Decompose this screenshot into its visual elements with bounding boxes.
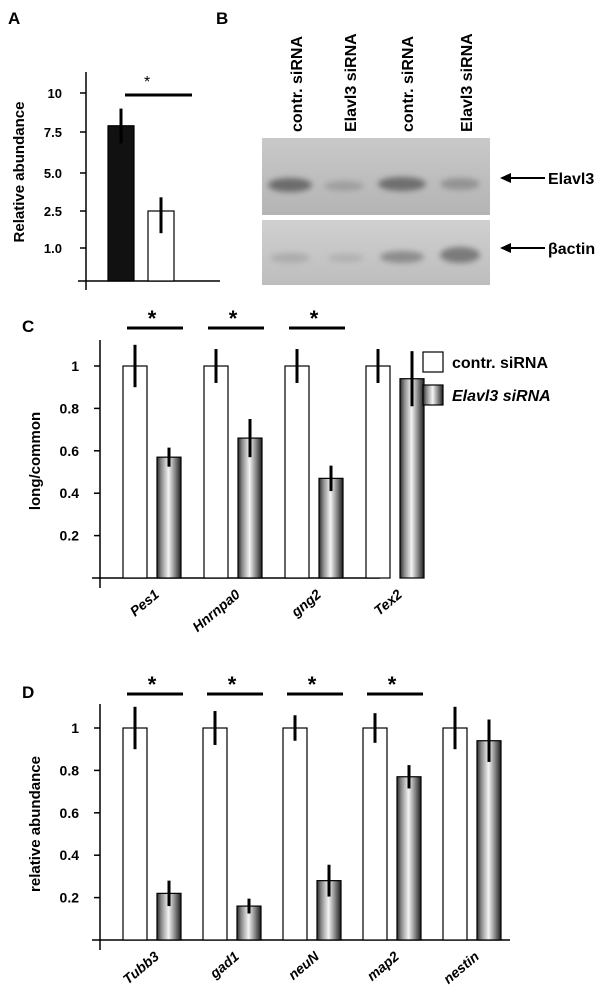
panel-c-y-tick-label: 0.2 bbox=[60, 528, 80, 544]
panel-b-western-blot: contr. siRNA Elavl3 siRNA contr. siRNA Elav… bbox=[262, 33, 595, 285]
panel-c-significance-star-gng2: * bbox=[310, 306, 319, 331]
panel-a-y-tick-label: 7.5 bbox=[44, 125, 62, 140]
panel-d-category-label-neun: neuN bbox=[285, 947, 323, 982]
panel-label-d: D bbox=[22, 683, 34, 702]
panel-d-category-label-map2: map2 bbox=[364, 948, 402, 984]
lane-label-2: Elavl3 siRNA bbox=[343, 33, 360, 132]
panel-d-significance-star-gad1: * bbox=[228, 672, 237, 697]
panel-a-bar-1 bbox=[107, 125, 135, 282]
panel-a-y-tick-label: 2.5 bbox=[44, 204, 62, 219]
panel-c-category-label-tex2: Tex2 bbox=[371, 586, 405, 619]
panel-d-chart: relative abundance 0.2 0.4 0.6 0.8 1 * * * * Tu… bbox=[27, 672, 510, 987]
lane-label-4: Elavl3 siRNA bbox=[459, 33, 476, 132]
panel-c-category-label-pes1: Pes1 bbox=[127, 586, 162, 619]
panel-label-b: B bbox=[216, 9, 228, 28]
panel-c-category-label-gng2: gng2 bbox=[287, 586, 324, 621]
panel-c-y-tick-label: 0.4 bbox=[60, 485, 80, 501]
panel-c-bar-hnrnpa0-control bbox=[203, 365, 229, 579]
panel-a-significance-star: * bbox=[144, 74, 150, 91]
bactin-band-lane3 bbox=[380, 251, 424, 263]
panel-d-bar-map2-elavl3 bbox=[396, 776, 422, 941]
panel-c-bar-hnrnpa0-elavl3 bbox=[237, 437, 263, 579]
legend-label-contr-sirna: contr. siRNA bbox=[452, 355, 548, 372]
band-label-bactin: βactin bbox=[548, 241, 595, 258]
panel-d-significance-star-neun: * bbox=[308, 672, 317, 697]
panel-c-y-tick-label: 1 bbox=[71, 358, 79, 374]
bactin-band-lane1 bbox=[270, 253, 310, 263]
panel-c-y-axis-label: long/common bbox=[27, 412, 44, 510]
panel-a-y-axis-label: Relative abundance bbox=[11, 102, 28, 243]
panel-d-y-tick-label: 1 bbox=[71, 720, 79, 736]
panel-d-category-label-nestin: nestin bbox=[440, 948, 482, 987]
panel-d-y-tick-label: 0.2 bbox=[60, 890, 80, 906]
panel-c-category-label-hnrnpa0: Hnrnpa0 bbox=[189, 586, 243, 635]
panel-c-y-tick-label: 0.6 bbox=[60, 443, 80, 459]
panel-d-y-tick-label: 0.4 bbox=[60, 847, 80, 863]
panel-a-y-tick-label: 5.0 bbox=[44, 166, 62, 181]
panel-d-category-label-tubb3: Tubb3 bbox=[120, 948, 162, 987]
elavl3-band-lane4 bbox=[440, 178, 480, 190]
bactin-arrowhead bbox=[500, 243, 511, 253]
elavl3-band-lane3 bbox=[378, 177, 426, 191]
panel-d-bar-tubb3-control bbox=[122, 727, 148, 941]
panel-label-c: C bbox=[22, 317, 34, 336]
elavl3-band-lane1 bbox=[268, 178, 312, 192]
legend-swatch-elavl3-sirna bbox=[422, 384, 444, 406]
panel-c-bar-tex2-elavl3 bbox=[399, 378, 425, 579]
legend-label-elavl3-sirna: Elavl3 siRNA bbox=[452, 388, 551, 405]
panel-d-bar-gad1-control bbox=[202, 727, 228, 941]
panel-d-y-tick-label: 0.6 bbox=[60, 805, 80, 821]
panel-d-category-label-gad1: gad1 bbox=[206, 948, 242, 982]
panel-c-significance-star-hnrnpa0: * bbox=[229, 306, 238, 331]
panel-c-y-tick-label: 0.8 bbox=[60, 400, 80, 416]
panel-c-significance-star-pes1: * bbox=[148, 306, 157, 331]
band-label-elavl3: Elavl3 bbox=[548, 171, 594, 188]
panel-c-bar-pes1-control bbox=[122, 365, 148, 579]
panel-label-a: A bbox=[8, 9, 20, 28]
bactin-band-lane2 bbox=[328, 254, 364, 262]
panel-d-y-tick-label: 0.8 bbox=[60, 762, 80, 778]
panel-d-bar-nestin-elavl3 bbox=[476, 740, 502, 941]
panel-d-significance-star-map2: * bbox=[388, 672, 397, 697]
blot-membrane-elavl3 bbox=[262, 138, 490, 215]
lane-label-3: contr. siRNA bbox=[400, 36, 417, 132]
bactin-band-lane4 bbox=[440, 247, 480, 263]
panel-c-chart: long/common 0.2 0.4 0.6 0.8 1 * * * Pes1 Hnrnpa… bbox=[27, 306, 551, 635]
panel-c-bar-gng2-control bbox=[284, 365, 310, 579]
panel-a-y-tick-label: 1.0 bbox=[44, 241, 62, 256]
panel-d-significance-star-tubb3: * bbox=[148, 672, 157, 697]
panel-d-y-axis-label: relative abundance bbox=[27, 756, 44, 892]
lane-label-1: contr. siRNA bbox=[289, 36, 306, 132]
panel-d-bar-nestin-control bbox=[442, 727, 468, 941]
panel-c-bar-gng2-elavl3 bbox=[318, 477, 344, 579]
panel-d-bar-neun-control bbox=[282, 727, 308, 941]
elavl3-arrowhead bbox=[500, 173, 511, 183]
panel-a-y-tick-label: 10 bbox=[48, 86, 62, 101]
panel-a-chart: Relative abundance 1.0 2.5 5.0 7.5 10 * bbox=[11, 72, 220, 290]
panel-c-bar-pes1-elavl3 bbox=[156, 456, 182, 579]
panel-c-legend: contr. siRNA Elavl3 siRNA bbox=[422, 351, 551, 406]
panel-d-bar-map2-control bbox=[362, 727, 388, 941]
panel-c-bar-tex2-control bbox=[365, 365, 391, 579]
legend-swatch-contr-sirna bbox=[422, 351, 444, 373]
elavl3-band-lane2 bbox=[324, 181, 364, 191]
